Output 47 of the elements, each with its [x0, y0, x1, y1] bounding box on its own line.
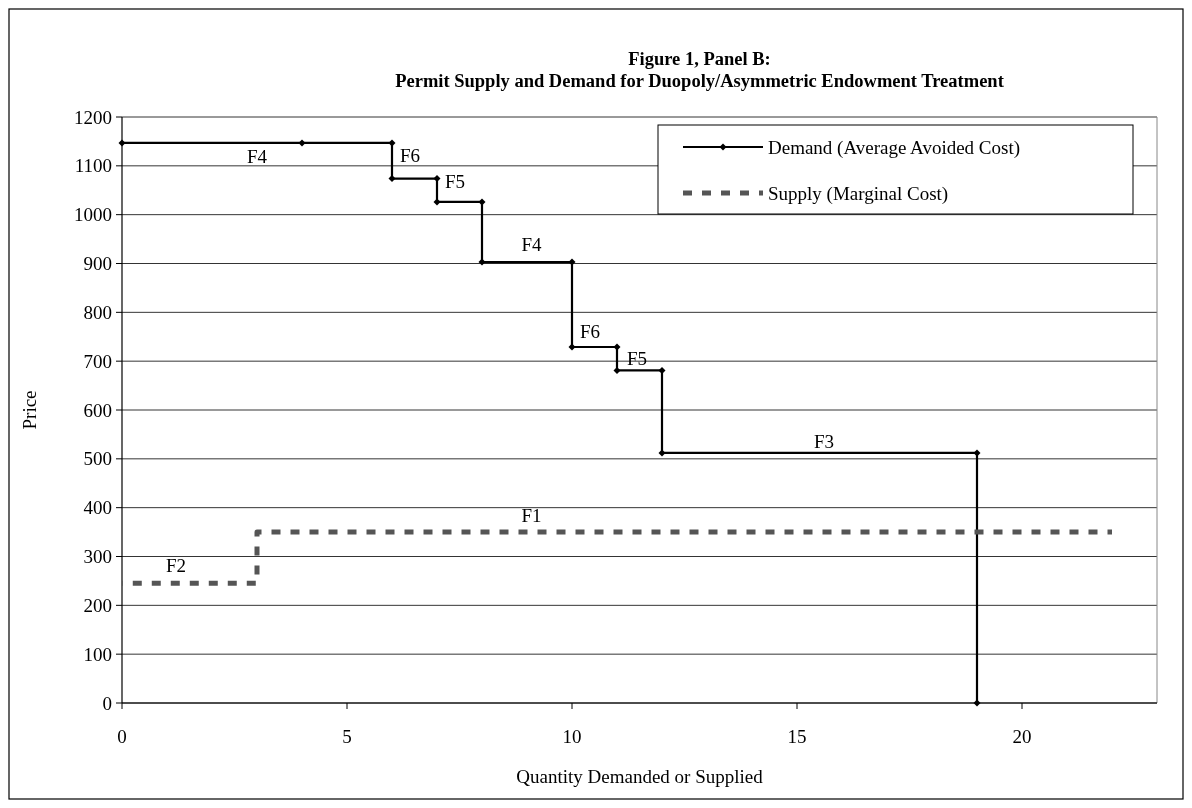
point [973, 699, 981, 707]
y-tick-label: 0 [102, 692, 112, 714]
point [568, 343, 576, 351]
annotation: F2 [165, 555, 187, 577]
point [478, 258, 486, 266]
point [568, 258, 576, 266]
annotation: F1 [521, 504, 542, 526]
x-tick-label: 0 [117, 726, 127, 747]
point [973, 449, 981, 457]
y-tick-label: 400 [83, 497, 112, 519]
point [388, 175, 396, 183]
x-tick-label: 15 [787, 726, 807, 747]
annotation: F6 [579, 320, 601, 342]
annotation: F3 [813, 430, 835, 452]
point [298, 139, 306, 147]
y-tick-label: 100 [83, 643, 112, 665]
x-tick-label: 5 [342, 726, 352, 747]
y-tick-label: 700 [83, 350, 112, 372]
point [478, 198, 486, 206]
legend-label: Demand (Average Avoided Cost) [768, 136, 1021, 159]
annotation: F5 [626, 348, 648, 370]
point [658, 449, 666, 457]
x-axis-title: Quantity Demanded or Supplied [516, 766, 764, 787]
point [658, 366, 666, 374]
y-axis-title: Price [19, 390, 40, 430]
point [388, 139, 396, 147]
x-tick-label: 10 [562, 726, 582, 747]
annotation: F6 [399, 145, 421, 167]
annotation: F4 [246, 145, 268, 167]
y-tick-label: 800 [83, 301, 112, 323]
annotation: F4 [521, 233, 543, 255]
point [433, 198, 441, 206]
chart-subtitle: Permit Supply and Demand for Duopoly/Asymmetric Endowment Treatment [395, 71, 1005, 91]
y-tick-label: 600 [83, 399, 112, 421]
y-tick-label: 200 [83, 594, 112, 616]
legend-label: Supply (Marginal Cost) [768, 182, 949, 205]
x-tick-label: 20 [1012, 726, 1032, 747]
y-tick-label: 1100 [74, 155, 112, 177]
chart-title: Figure 1, Panel B: [628, 49, 771, 69]
y-tick-label: 900 [83, 253, 112, 275]
y-tick-label: 1000 [74, 204, 112, 226]
point [118, 139, 126, 147]
y-tick-label: 500 [83, 448, 112, 470]
y-tick-label: 1200 [74, 106, 112, 128]
point [613, 343, 621, 351]
y-tick-label: 300 [83, 546, 112, 568]
annotation: F5 [444, 170, 466, 192]
